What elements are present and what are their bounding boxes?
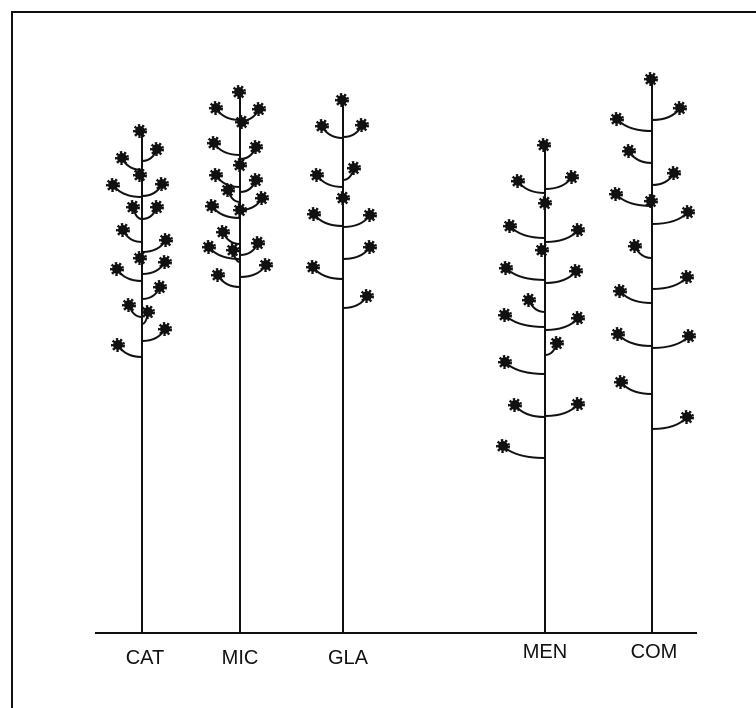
branch [544,229,579,243]
flower-head [259,258,273,272]
flower-head [355,118,369,132]
flower-head [122,298,136,312]
flower-head [115,151,129,165]
branch [544,403,579,417]
flower-head [499,261,513,275]
flower-head [111,338,125,352]
flower-head [233,203,247,217]
flower-head [508,398,522,412]
frame [11,11,756,708]
flower-head [335,93,349,107]
flower-head [133,251,147,265]
branch [651,276,688,290]
flower-head [110,262,124,276]
flower-head [252,102,266,116]
flower-head [363,240,377,254]
flower-head [116,223,130,237]
flower-head [133,124,147,138]
flower-head [503,219,517,233]
flower-head [249,173,263,187]
flower-head [550,336,564,350]
plant-label: MIC [222,647,259,669]
flower-head [667,166,681,180]
flower-head [682,329,696,343]
flower-head [613,284,627,298]
branch [544,317,579,331]
flower-head [673,101,687,115]
flower-head [681,205,695,219]
flower-head [315,119,329,133]
flower-head [571,311,585,325]
flower-head [158,255,172,269]
flower-head [571,223,585,237]
flower-head [535,243,549,257]
plants [106,72,696,633]
flower-head [209,168,223,182]
branch [651,416,688,430]
flower-head [216,225,230,239]
flower-head [538,196,552,210]
flower-head [614,375,628,389]
flower-head [133,168,147,182]
flower-head [307,207,321,221]
flower-head [141,305,155,319]
flower-head [363,208,377,222]
flower-head [565,170,579,184]
flower-head [347,161,361,175]
flower-head [622,144,636,158]
flower-head [155,177,169,191]
flower-head [226,243,240,257]
flower-head [609,187,623,201]
flower-head [221,183,235,197]
flower-head [251,236,265,250]
flower-head [360,289,374,303]
flower-head [150,142,164,156]
branch [651,211,689,225]
flower-head [211,268,225,282]
flower-head [644,72,658,86]
flower-head [498,355,512,369]
flower-head [255,191,269,205]
flower-head [610,112,624,126]
flower-head [106,178,120,192]
plant-label: COM [631,641,678,663]
flower-head [628,239,642,253]
flower-head [235,115,249,129]
flower-head [306,260,320,274]
flower-head [680,270,694,284]
flower-head [232,85,246,99]
flower-head [310,168,324,182]
flower-head [126,200,140,214]
flower-head [158,322,172,336]
flower-head [511,174,525,188]
flower-head [522,293,536,307]
branch [651,335,690,349]
flower-head [207,136,221,150]
flower-head [202,240,216,254]
flower-head [153,280,167,294]
flower-head [209,101,223,115]
flower-head [249,140,263,154]
flower-head [680,410,694,424]
flower-head [150,200,164,214]
flower-head [537,138,551,152]
flower-head [205,199,219,213]
flower-head [571,397,585,411]
plant-label: CAT [126,647,165,669]
flower-head [159,233,173,247]
plant-label: MEN [523,641,567,663]
flower-head [496,439,510,453]
flower-head [336,191,350,205]
flower-head [644,194,658,208]
flower-head [569,264,583,278]
flower-head [498,308,512,322]
plant-label: GLA [328,647,369,669]
flower-head [233,158,247,172]
flower-head [611,327,625,341]
